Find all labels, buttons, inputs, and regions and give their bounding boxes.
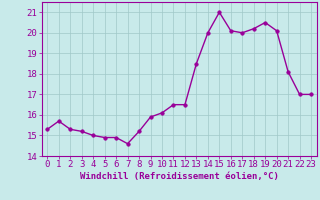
X-axis label: Windchill (Refroidissement éolien,°C): Windchill (Refroidissement éolien,°C)	[80, 172, 279, 181]
